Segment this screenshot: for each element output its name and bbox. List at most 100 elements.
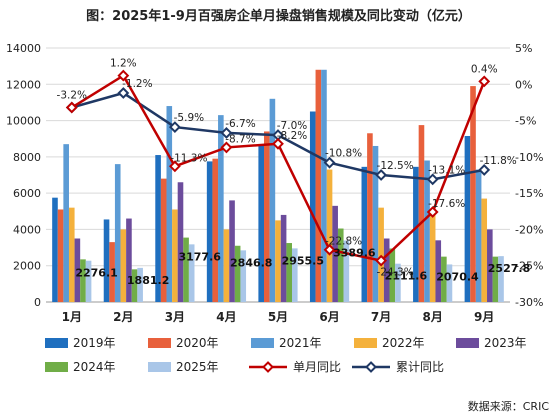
bar — [137, 267, 143, 302]
legend-label: 2023年 — [484, 336, 527, 350]
legend-swatch — [148, 338, 171, 348]
data-label: -8.7% — [225, 133, 255, 145]
x-tick-label: 9月 — [474, 310, 494, 324]
y-tick-label: 0 — [34, 296, 41, 309]
bar — [223, 229, 230, 302]
bar — [441, 256, 447, 302]
data-source: 数据来源：CRIC — [467, 400, 549, 413]
line-marker — [117, 69, 130, 82]
x-tick-label: 5月 — [268, 310, 288, 324]
data-label: 0.4% — [471, 63, 498, 75]
line-marker — [65, 101, 78, 114]
line-marker — [168, 160, 181, 173]
y-tick-label: 8000 — [13, 151, 41, 164]
bar — [103, 219, 110, 302]
data-label: -11.8% — [480, 155, 517, 167]
data-label: -13.1% — [428, 164, 465, 176]
line-marker — [168, 121, 181, 134]
line-marker — [426, 206, 439, 218]
bar — [120, 229, 127, 302]
x-tick-label: 1月 — [62, 310, 82, 324]
bar — [114, 164, 121, 302]
bar — [188, 244, 195, 302]
bar — [286, 243, 292, 302]
legend-label: 2022年 — [382, 336, 425, 350]
bar — [492, 256, 499, 302]
x-tick-label: 4月 — [216, 310, 236, 324]
bar — [367, 133, 373, 302]
bar — [343, 240, 350, 302]
y2-tick-label: -5% — [515, 115, 536, 128]
bar — [155, 155, 161, 302]
y2-tick-label: -10% — [515, 151, 543, 164]
bar — [264, 131, 270, 302]
data-label: 2955.5 — [282, 254, 324, 267]
bar — [80, 259, 86, 302]
y2-tick-label: 0% — [515, 78, 532, 91]
bar — [269, 98, 276, 302]
data-label: -17.6% — [428, 198, 465, 210]
bar — [446, 264, 453, 302]
y-tick-label: 14000 — [6, 42, 41, 55]
bar — [177, 182, 184, 302]
x-tick-label: 3月 — [165, 310, 185, 324]
y2-tick-label: 5% — [515, 42, 532, 55]
bar — [229, 200, 235, 302]
bar — [52, 197, 58, 302]
line-marker — [478, 75, 491, 88]
chart-title: 图：2025年1-9月百强房企单月操盘销售规模及同比变动（亿元） — [86, 9, 471, 24]
line-marker — [323, 156, 336, 169]
bar — [383, 238, 390, 302]
data-label: 2527.8 — [488, 262, 530, 275]
y2-tick-label: -30% — [515, 296, 543, 309]
y2-tick-label: -25% — [515, 260, 543, 273]
data-label: -6.7% — [225, 118, 255, 130]
line-marker — [478, 164, 491, 176]
legend-swatch — [45, 338, 68, 348]
bar — [74, 238, 81, 302]
data-label: 2846.8 — [230, 256, 272, 269]
bar — [218, 115, 224, 302]
legend-label: 2021年 — [279, 336, 322, 350]
bar — [395, 263, 401, 302]
bar — [57, 209, 64, 302]
x-tick-label: 6月 — [319, 310, 339, 324]
bar — [166, 106, 173, 302]
line-marker — [220, 141, 233, 154]
bar — [212, 158, 219, 302]
bar — [240, 250, 247, 302]
data-label: -22.8% — [325, 236, 362, 248]
bar — [435, 240, 442, 302]
legend-swatch — [456, 338, 479, 348]
legend-label: 累计同比 — [396, 360, 444, 374]
bar — [68, 207, 75, 302]
y-tick-label: 4000 — [13, 223, 41, 236]
data-label: -5.9% — [174, 112, 204, 124]
bar — [372, 145, 379, 302]
bar — [315, 69, 322, 303]
data-label: -24.3% — [377, 267, 414, 279]
bar — [280, 214, 287, 302]
data-label: 2111.6 — [385, 270, 428, 283]
bar — [498, 256, 504, 302]
line-marker — [272, 137, 284, 150]
y-tick-label: 10000 — [6, 115, 41, 128]
bar — [481, 198, 488, 302]
data-label: -7.0% — [277, 120, 307, 132]
y-tick-label: 6000 — [13, 187, 41, 200]
bar — [85, 260, 92, 302]
legend-swatch — [148, 362, 171, 372]
x-tick-label: 2月 — [113, 310, 133, 324]
legend-label: 2019年 — [73, 336, 116, 350]
data-label: -10.8% — [325, 148, 362, 160]
legend-marker — [262, 361, 274, 373]
data-label: 2276.1 — [75, 267, 117, 280]
bar — [321, 69, 327, 303]
data-label: -3.2% — [57, 90, 87, 102]
data-label: -8.2% — [277, 130, 307, 142]
line-marker — [323, 243, 336, 256]
legend-swatch — [45, 362, 68, 372]
bar — [234, 245, 241, 302]
bar — [470, 86, 476, 302]
